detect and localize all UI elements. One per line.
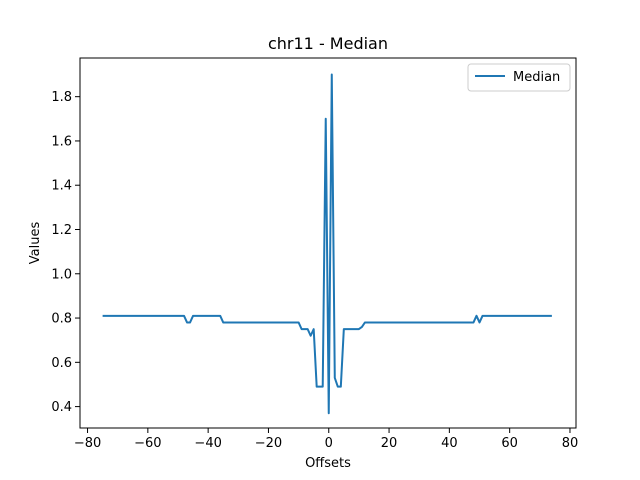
x-tick-label: −40 — [194, 436, 221, 451]
x-tick-label: 40 — [441, 436, 458, 451]
x-tick-label: 0 — [325, 436, 333, 451]
legend: Median — [467, 63, 571, 92]
x-axis: −80 −60 −40 −20 0 20 40 60 80 — [74, 428, 578, 451]
x-tick-label: 60 — [501, 436, 518, 451]
x-tick-label: 80 — [562, 436, 579, 451]
y-tick-label: 0.6 — [51, 356, 72, 371]
y-tick-label: 1.6 — [51, 134, 72, 149]
y-tick-label: 1.4 — [51, 179, 72, 194]
y-axis-label: Values — [28, 222, 43, 265]
y-tick-label: 0.8 — [51, 312, 72, 327]
x-axis-label: Offsets — [305, 456, 351, 471]
legend-label-median: Median — [513, 70, 560, 85]
x-tick-label: 20 — [381, 436, 398, 451]
y-tick-label: 1.8 — [51, 90, 72, 105]
legend-box — [467, 63, 571, 92]
y-axis: 0.4 0.6 0.8 1.0 1.2 1.4 1.6 1.8 — [51, 90, 80, 415]
y-tick-label: 1.2 — [51, 223, 72, 238]
x-tick-label: −20 — [255, 436, 282, 451]
y-tick-label: 0.4 — [51, 400, 72, 415]
series-line-median — [102, 73, 552, 415]
x-tick-label: −80 — [74, 436, 101, 451]
axes-frame — [79, 57, 577, 429]
plot-area — [79, 57, 577, 429]
x-tick-label: −60 — [134, 436, 161, 451]
chart-title: chr11 - Median — [268, 34, 388, 53]
y-tick-label: 1.0 — [51, 267, 72, 282]
